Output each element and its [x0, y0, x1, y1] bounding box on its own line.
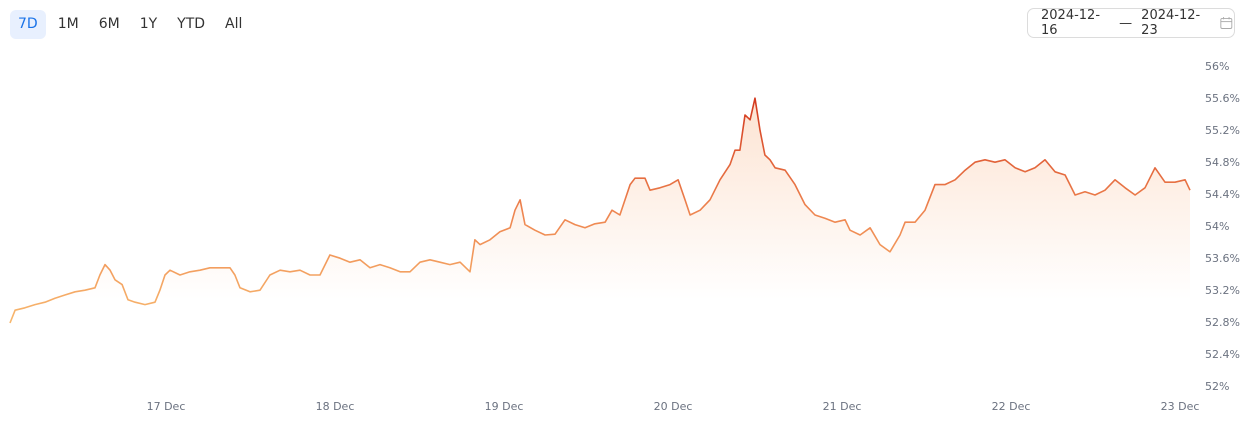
range-button[interactable]: 6M: [98, 16, 120, 32]
line: [9, 97, 1191, 324]
y-tick-label: 54.4%: [1205, 188, 1240, 201]
y-tick-label: 55.6%: [1205, 92, 1240, 105]
range-button[interactable]: 1Y: [139, 16, 158, 32]
y-tick-label: 52.8%: [1205, 316, 1240, 329]
date-range-picker[interactable]: 2024-12-16 — 2024-12-23: [1027, 8, 1235, 38]
calendar-icon: [1220, 17, 1233, 29]
y-tick-label: 54%: [1205, 220, 1229, 233]
date-separator: —: [1119, 15, 1133, 31]
x-tick-label: 18 Dec: [316, 400, 355, 413]
range-button[interactable]: YTD: [177, 16, 206, 32]
range-button[interactable]: 1M: [57, 16, 79, 32]
x-tick-label: 17 Dec: [147, 400, 186, 413]
x-tick-label: 21 Dec: [823, 400, 862, 413]
y-tick-label: 54.8%: [1205, 156, 1240, 169]
x-tick-label: 23 Dec: [1161, 400, 1200, 413]
y-tick-label: 53.2%: [1205, 284, 1240, 297]
range-button[interactable]: 7D: [10, 10, 46, 39]
area: [10, 98, 1190, 387]
range-button[interactable]: All: [225, 16, 243, 32]
start-date: 2024-12-16: [1041, 8, 1101, 38]
range-selector: 7D 1M 6M 1Y YTD All: [10, 10, 250, 39]
x-tick-label: 20 Dec: [654, 400, 693, 413]
x-tick-label: 19 Dec: [485, 400, 524, 413]
end-date: 2024-12-23: [1141, 8, 1201, 38]
y-tick-label: 55.2%: [1205, 124, 1240, 137]
x-tick-label: 22 Dec: [992, 400, 1031, 413]
y-tick-label: 52%: [1205, 380, 1229, 393]
y-tick-label: 56%: [1205, 60, 1229, 73]
y-tick-label: 53.6%: [1205, 252, 1240, 265]
y-tick-label: 52.4%: [1205, 348, 1240, 361]
